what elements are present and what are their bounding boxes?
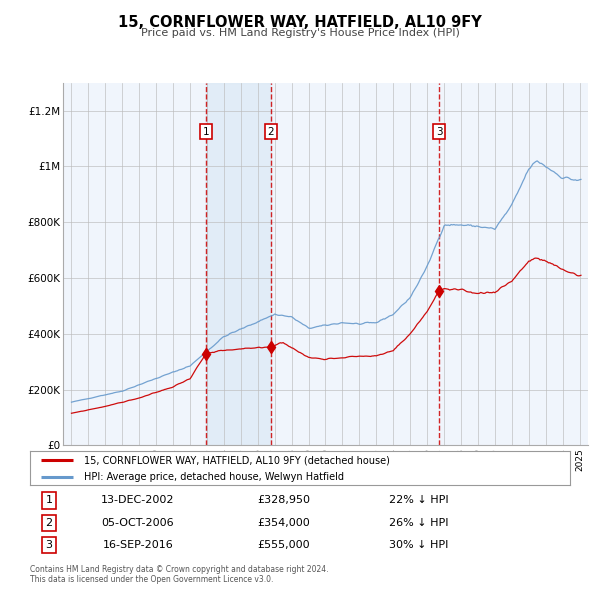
Text: 15, CORNFLOWER WAY, HATFIELD, AL10 9FY: 15, CORNFLOWER WAY, HATFIELD, AL10 9FY [118,15,482,30]
Text: 2: 2 [268,127,274,136]
Text: Price paid vs. HM Land Registry's House Price Index (HPI): Price paid vs. HM Land Registry's House … [140,28,460,38]
Text: HPI: Average price, detached house, Welwyn Hatfield: HPI: Average price, detached house, Welw… [84,473,344,483]
Text: 30% ↓ HPI: 30% ↓ HPI [389,540,448,550]
Text: £328,950: £328,950 [257,496,310,506]
Text: 1: 1 [46,496,52,506]
Text: 15, CORNFLOWER WAY, HATFIELD, AL10 9FY (detached house): 15, CORNFLOWER WAY, HATFIELD, AL10 9FY (… [84,455,390,466]
Text: 16-SEP-2016: 16-SEP-2016 [103,540,173,550]
Text: Contains HM Land Registry data © Crown copyright and database right 2024.: Contains HM Land Registry data © Crown c… [30,565,329,574]
Text: 26% ↓ HPI: 26% ↓ HPI [389,518,449,527]
Text: 05-OCT-2006: 05-OCT-2006 [101,518,175,527]
Text: 1: 1 [203,127,209,136]
Text: £354,000: £354,000 [257,518,310,527]
Text: 13-DEC-2002: 13-DEC-2002 [101,496,175,506]
Text: £555,000: £555,000 [257,540,310,550]
Text: 3: 3 [46,540,52,550]
Bar [206,83,271,445]
Text: This data is licensed under the Open Government Licence v3.0.: This data is licensed under the Open Gov… [30,575,274,584]
Text: 22% ↓ HPI: 22% ↓ HPI [389,496,449,506]
Text: 3: 3 [436,127,442,136]
Text: 2: 2 [46,518,52,527]
